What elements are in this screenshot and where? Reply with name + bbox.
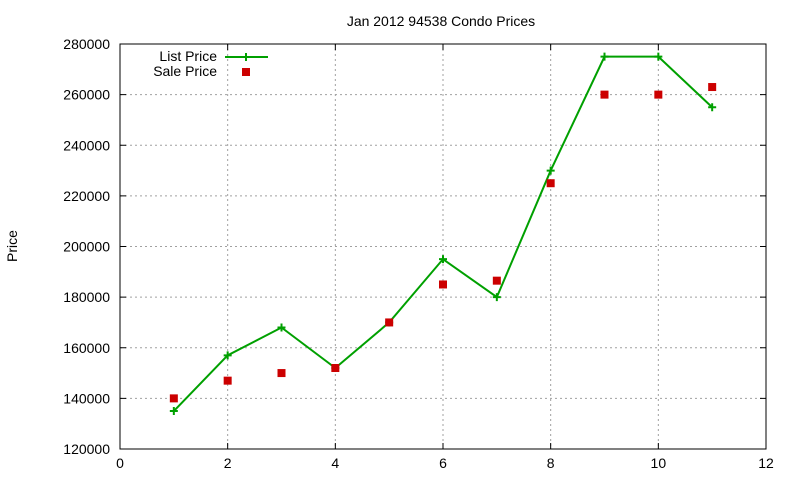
list-price-point (708, 103, 717, 112)
list-price-point (223, 351, 232, 360)
series-layer (169, 52, 717, 416)
x-tick-label: 4 (331, 455, 339, 471)
list-price-point (546, 166, 555, 175)
x-tick-label: 8 (547, 455, 555, 471)
legend-marker-list-price (242, 53, 250, 61)
y-tick-label: 260000 (63, 87, 110, 103)
list-price-point (492, 293, 501, 302)
sale-price-point (654, 90, 663, 99)
legend-label-sale-price: Sale Price (153, 63, 217, 79)
y-axis-label: Price (4, 230, 20, 262)
y-tick-label: 140000 (63, 390, 110, 406)
y-tick-label: 120000 (63, 441, 110, 457)
sale-price-point (439, 280, 447, 289)
sale-price-point (223, 376, 232, 385)
list-price-point (277, 323, 286, 332)
x-tick-label: 10 (651, 455, 667, 471)
y-tick-label: 220000 (63, 188, 110, 204)
x-tick-label: 6 (439, 455, 447, 471)
plot-frame (119, 43, 767, 450)
sale-price-point (600, 90, 609, 99)
y-tick-label: 180000 (63, 289, 110, 305)
x-tick-label: 2 (224, 455, 232, 471)
x-tick-label: 12 (758, 455, 774, 471)
sale-price-point (331, 364, 340, 372)
y-tick-label: 240000 (63, 137, 110, 153)
grid (120, 44, 766, 449)
list-price-point (600, 52, 609, 61)
list-price-point (654, 52, 663, 61)
sale-price-point (277, 369, 286, 378)
list-price-point (439, 255, 447, 264)
sale-price-point (708, 83, 717, 92)
legend-label-list-price: List Price (159, 48, 217, 64)
chart-title: Jan 2012 94538 Condo Prices (347, 13, 535, 29)
y-tick-label: 280000 (63, 36, 110, 52)
sale-price-point (492, 276, 501, 285)
sale-price-point (385, 318, 394, 327)
y-tick-label: 160000 (63, 340, 110, 356)
y-tick-label: 200000 (63, 239, 110, 255)
sale-price-point (546, 179, 555, 188)
axis-ticks: 0 2 4 6 8 10 12 120000 140000 160000 180000 200000 2… (63, 36, 774, 471)
legend-marker-sale-price (242, 68, 250, 76)
list-price-point (169, 407, 178, 416)
x-tick-label: 0 (116, 455, 124, 471)
sale-price-point (169, 394, 178, 403)
